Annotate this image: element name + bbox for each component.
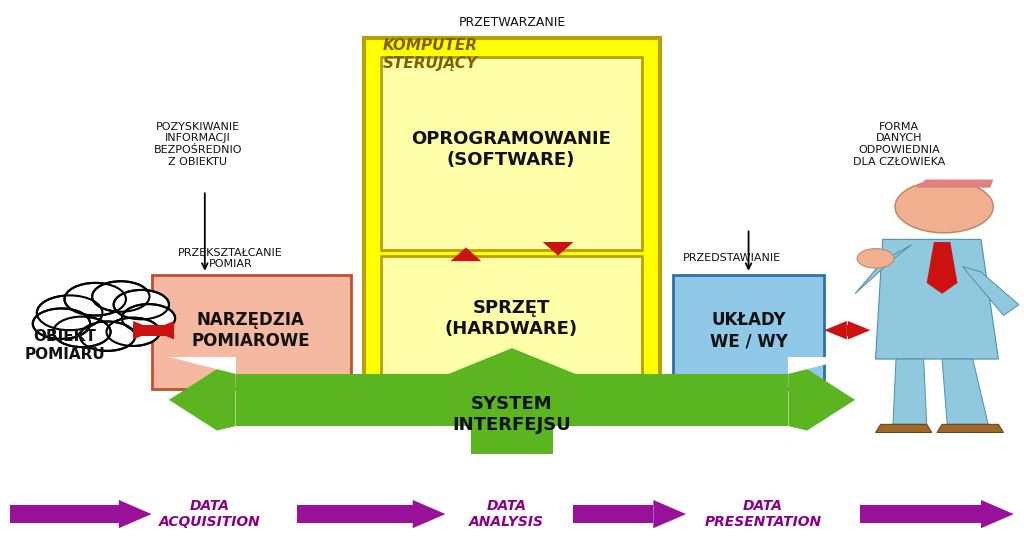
FancyBboxPatch shape	[553, 374, 788, 425]
Text: NARZĘDZIA
POMIAROWE: NARZĘDZIA POMIAROWE	[191, 311, 310, 350]
Polygon shape	[893, 359, 927, 424]
Polygon shape	[152, 321, 174, 339]
Text: OBIEKT
POMIARU: OBIEKT POMIARU	[25, 329, 104, 362]
Circle shape	[53, 317, 111, 347]
Text: PRZETWARZANIE: PRZETWARZANIE	[459, 16, 565, 29]
Polygon shape	[438, 348, 586, 378]
Circle shape	[80, 322, 135, 351]
Polygon shape	[133, 321, 156, 339]
Polygon shape	[876, 239, 998, 359]
Circle shape	[122, 304, 175, 332]
Polygon shape	[824, 321, 847, 339]
Text: DATA
ACQUISITION: DATA ACQUISITION	[159, 499, 261, 529]
Circle shape	[65, 283, 126, 316]
FancyBboxPatch shape	[860, 505, 981, 523]
FancyBboxPatch shape	[364, 38, 660, 381]
FancyBboxPatch shape	[152, 275, 351, 389]
Polygon shape	[169, 357, 236, 442]
Text: SPRZĘT
(HARDWARE): SPRZĘT (HARDWARE)	[444, 299, 578, 338]
Text: SYSTEM
INTERFEJSU: SYSTEM INTERFEJSU	[453, 395, 571, 434]
Circle shape	[106, 318, 160, 346]
Polygon shape	[963, 267, 1019, 316]
Polygon shape	[876, 424, 932, 432]
Polygon shape	[413, 500, 445, 528]
Text: PRZEDSTAWIANIE: PRZEDSTAWIANIE	[683, 254, 781, 263]
Text: UKŁADY
WE / WY: UKŁADY WE / WY	[710, 311, 787, 350]
Polygon shape	[169, 357, 236, 374]
Polygon shape	[942, 359, 988, 424]
Polygon shape	[937, 424, 1004, 432]
Polygon shape	[848, 321, 870, 339]
FancyBboxPatch shape	[381, 256, 642, 378]
Polygon shape	[855, 245, 911, 294]
Polygon shape	[788, 425, 855, 442]
Polygon shape	[451, 248, 481, 261]
FancyBboxPatch shape	[471, 425, 553, 454]
Circle shape	[114, 290, 169, 319]
Text: PRZEKSZTAŁCANIE
POMIAR: PRZEKSZTAŁCANIE POMIAR	[178, 248, 283, 269]
Polygon shape	[119, 500, 152, 528]
Polygon shape	[653, 500, 686, 528]
Polygon shape	[788, 357, 855, 374]
FancyBboxPatch shape	[549, 242, 567, 248]
FancyBboxPatch shape	[673, 275, 824, 389]
Text: OPROGRAMOWANIE
(SOFTWARE): OPROGRAMOWANIE (SOFTWARE)	[411, 130, 611, 169]
Polygon shape	[927, 242, 957, 294]
FancyBboxPatch shape	[297, 505, 413, 523]
Polygon shape	[788, 357, 855, 442]
Circle shape	[895, 181, 993, 233]
FancyBboxPatch shape	[381, 57, 642, 250]
Circle shape	[37, 295, 102, 330]
Text: DATA
ANALYSIS: DATA ANALYSIS	[469, 499, 545, 529]
Circle shape	[92, 281, 150, 312]
FancyBboxPatch shape	[457, 256, 475, 261]
Text: DATA
PRESENTATION: DATA PRESENTATION	[705, 499, 821, 529]
FancyBboxPatch shape	[236, 374, 471, 425]
FancyBboxPatch shape	[471, 378, 553, 454]
FancyBboxPatch shape	[573, 505, 653, 523]
FancyBboxPatch shape	[236, 374, 788, 425]
FancyBboxPatch shape	[10, 505, 119, 523]
Polygon shape	[915, 180, 993, 188]
Circle shape	[857, 249, 894, 268]
Text: FORMA
DANYCH
ODPOWIEDNIA
DLA CZŁOWIEKA: FORMA DANYCH ODPOWIEDNIA DLA CZŁOWIEKA	[853, 122, 945, 166]
Circle shape	[33, 308, 90, 339]
FancyBboxPatch shape	[133, 325, 174, 336]
Polygon shape	[169, 425, 236, 442]
Polygon shape	[543, 242, 573, 256]
Text: POZYSKIWANIE
INFORMACJI
BEZPOŚREDNIO
Z OBIEKTU: POZYSKIWANIE INFORMACJI BEZPOŚREDNIO Z O…	[154, 122, 242, 166]
Polygon shape	[981, 500, 1014, 528]
Text: KOMPUTER
STERUJĄCY: KOMPUTER STERUJĄCY	[383, 38, 478, 71]
